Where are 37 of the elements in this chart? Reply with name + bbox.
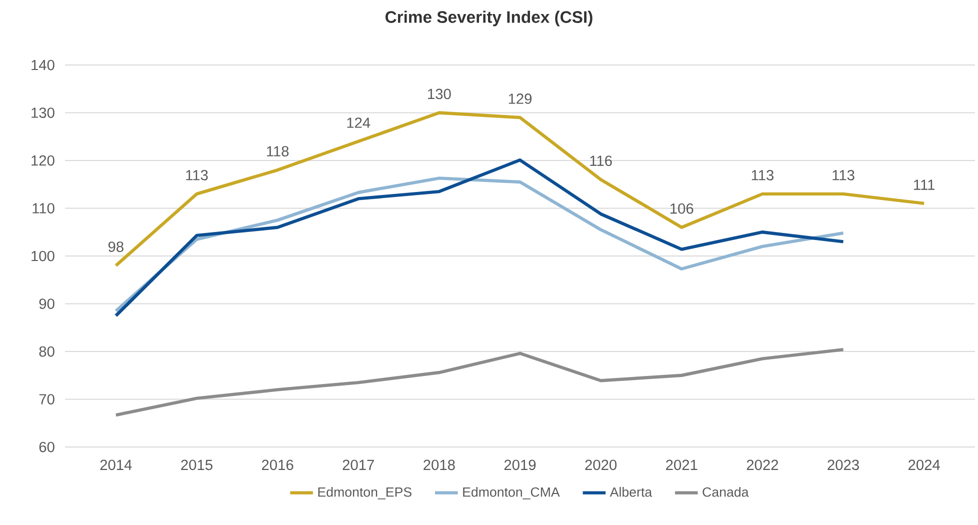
line-series <box>114 348 845 417</box>
data-label: 118 <box>266 146 289 156</box>
y-tick-label: 60 <box>39 442 54 452</box>
chart-title: Crime Severity Index (CSI) <box>385 10 592 26</box>
y-tick-label: 100 <box>32 250 54 262</box>
y-tick-label: 140 <box>32 60 54 70</box>
y-tick-label: 120 <box>32 155 54 166</box>
x-tick-label: 2024 <box>908 460 940 470</box>
x-tick-label: 2017 <box>342 460 374 470</box>
x-tick-label: 2018 <box>424 460 455 470</box>
x-tick-label: 2015 <box>181 460 212 470</box>
data-label: 113 <box>832 170 854 180</box>
y-tick-label: 90 <box>39 298 54 309</box>
data-label: 113 <box>186 170 208 180</box>
data-label: 116 <box>590 156 612 166</box>
legend-label: Edmonton_EPS <box>318 486 412 500</box>
x-tick-label: 2019 <box>504 460 536 470</box>
x-tick-label: 2014 <box>100 460 132 470</box>
legend-label: Canada <box>702 486 749 497</box>
x-tick-label: 2020 <box>585 460 617 470</box>
data-label: 113 <box>752 170 774 180</box>
data-label: 98 <box>108 242 124 252</box>
y-tick-label: 110 <box>32 203 54 214</box>
y-tick-label: 70 <box>39 394 54 404</box>
x-tick-label: 2023 <box>828 460 859 470</box>
y-tick-label: 80 <box>39 346 54 357</box>
x-tick-label: 2021 <box>666 460 698 470</box>
data-label: 111 <box>914 180 935 190</box>
legend-label: Alberta <box>610 486 652 497</box>
legend-label: Edmonton_CMA <box>463 486 560 500</box>
x-tick-label: 2016 <box>262 460 294 470</box>
data-label: 129 <box>508 94 532 104</box>
y-tick-label: 130 <box>32 108 54 118</box>
data-label: 124 <box>347 118 370 128</box>
data-label: 130 <box>428 88 451 100</box>
data-label: 106 <box>670 203 694 214</box>
x-tick-label: 2022 <box>746 460 778 470</box>
